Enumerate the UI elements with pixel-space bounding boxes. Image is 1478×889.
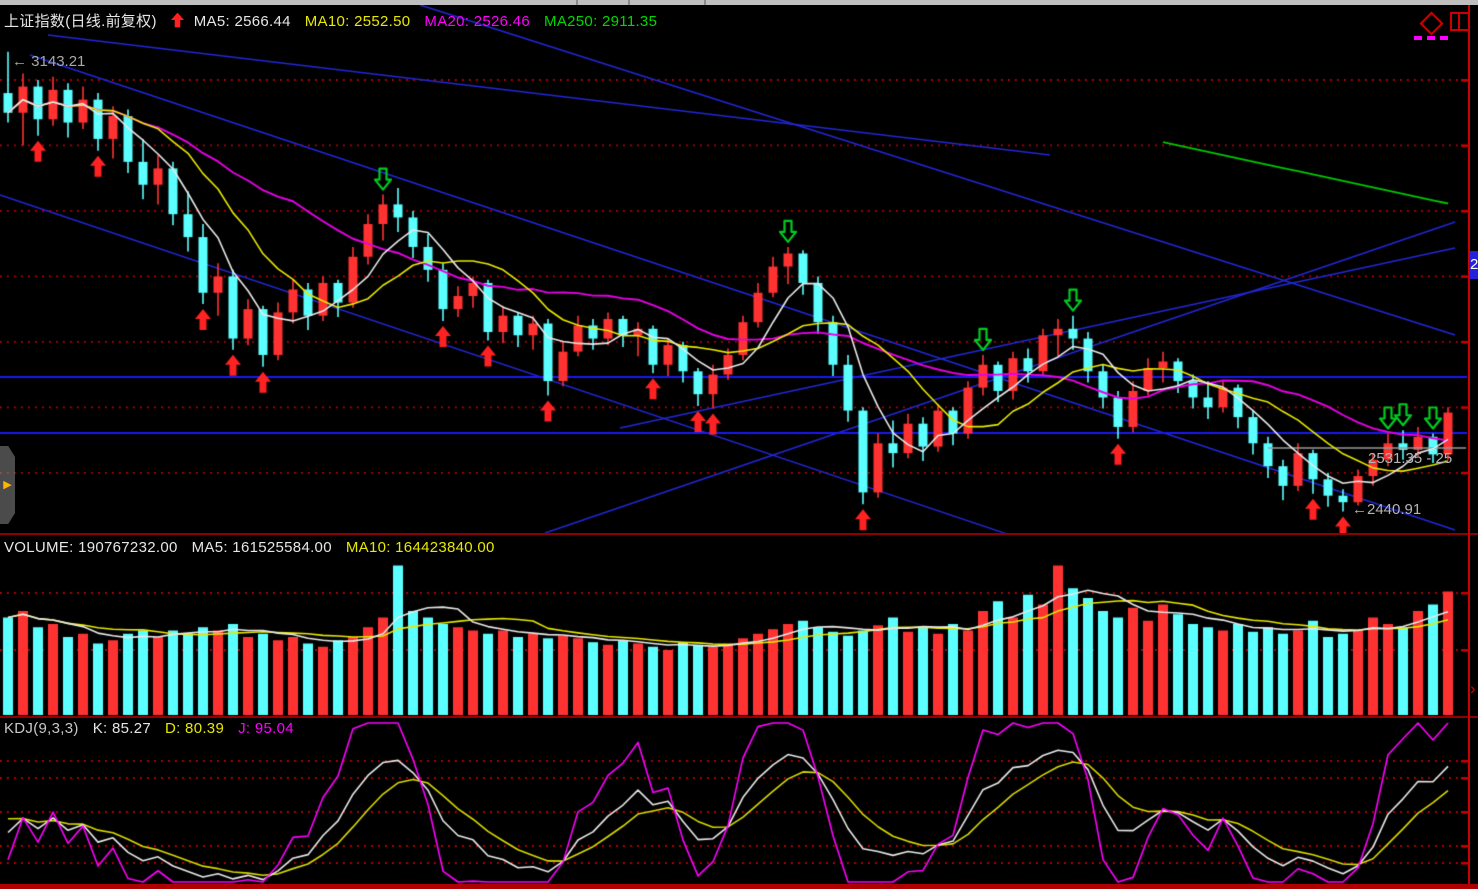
kdj-chart-canvas[interactable]: [0, 717, 1478, 889]
ma250-value: MA250: 2911.35: [544, 13, 658, 30]
bottom-border-bar: [0, 884, 1478, 889]
strip-notch: [576, 0, 578, 5]
ma20-value: MA20: 2526.46: [424, 13, 531, 30]
kdj-j-value: J: 95.04: [238, 720, 294, 737]
magenta-dash-icon: [1427, 36, 1435, 40]
chart-right-border: [1468, 5, 1470, 884]
split-window-icon[interactable]: [1450, 12, 1470, 31]
kdj-k-value: K: 85.27: [92, 720, 151, 737]
main-chart-header: 上证指数(日线.前复权) MA5: 2566.44 MA10: 2552.50 MA2…: [4, 10, 671, 31]
ma10-value: MA10: 2552.50: [304, 13, 411, 30]
signal-up-arrow-icon: [170, 12, 184, 28]
symbol-title: 上证指数(日线.前复权): [4, 13, 157, 30]
kdj-header: KDJ(9,3,3) K: 85.27 D: 80.39 J: 95.04: [4, 720, 308, 737]
volume-ma5-value: MA5: 161525584.00: [191, 539, 332, 556]
expand-arrow-icon: ▶: [3, 479, 12, 491]
magenta-dash-icon: [1414, 36, 1422, 40]
volume-panel-divider: [0, 533, 1478, 535]
top-window-strip: [0, 0, 1478, 5]
volume-ma10-value: MA10: 164423840.00: [345, 539, 495, 556]
strip-notch: [704, 0, 706, 5]
price-range-label: 2531.35 - 25: [1368, 450, 1453, 467]
kdj-d-value: D: 80.39: [164, 720, 225, 737]
magenta-dash-icon: [1440, 36, 1448, 40]
sidebar-expand-tab[interactable]: ▶: [0, 446, 15, 524]
scroll-right-icon[interactable]: ›: [1470, 679, 1476, 698]
ma5-value: MA5: 2566.44: [193, 13, 291, 30]
high-price-label: ← 3143.21: [12, 53, 86, 70]
volume-chart-canvas[interactable]: [0, 534, 1478, 717]
volume-value: VOLUME: 190767232.00: [4, 539, 178, 556]
kdj-name: KDJ(9,3,3): [4, 720, 79, 737]
strip-notch: [628, 0, 630, 5]
right-axis-price-chip: 2: [1470, 251, 1478, 279]
kdj-panel-divider: [0, 716, 1478, 718]
candlestick-chart-canvas[interactable]: [0, 0, 1478, 534]
low-price-label: ←2440.91: [1352, 501, 1422, 518]
volume-header: VOLUME: 190767232.00 MA5: 161525584.00 MA1…: [4, 539, 509, 556]
